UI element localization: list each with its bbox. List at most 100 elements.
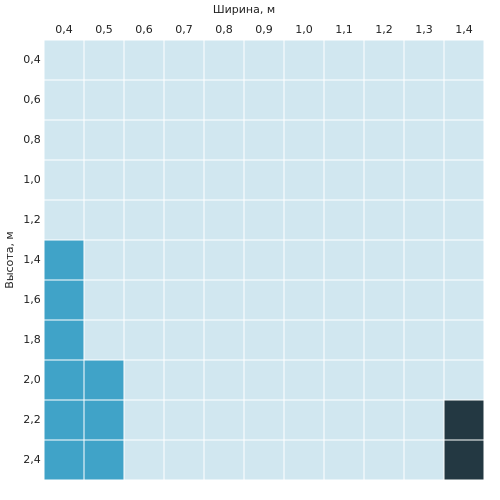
cell xyxy=(363,199,405,241)
cell xyxy=(43,399,85,441)
x-tick-label: 0,7 xyxy=(175,23,193,36)
cell xyxy=(83,119,125,161)
x-tick-label: 1,4 xyxy=(455,23,473,36)
y-tick-label: 2,2 xyxy=(23,413,41,426)
cell xyxy=(283,119,325,161)
cell xyxy=(363,279,405,321)
cell xyxy=(363,359,405,401)
cell xyxy=(43,439,85,481)
cell xyxy=(163,199,205,241)
cell xyxy=(83,359,125,401)
y-tick-label: 2,0 xyxy=(23,373,41,386)
cell xyxy=(163,159,205,201)
x-tick-label: 1,2 xyxy=(375,23,393,36)
cell xyxy=(123,79,165,121)
x-tick-label: 1,3 xyxy=(415,23,433,36)
cell xyxy=(243,239,285,281)
x-tick-label: 0,5 xyxy=(95,23,113,36)
y-tick-label: 1,4 xyxy=(23,253,41,266)
cell xyxy=(443,279,485,321)
cell xyxy=(443,159,485,201)
cell xyxy=(203,199,245,241)
cell xyxy=(243,199,285,241)
cell xyxy=(83,39,125,81)
cell xyxy=(363,119,405,161)
cell xyxy=(403,39,445,81)
cell xyxy=(443,39,485,81)
y-tick-label: 0,6 xyxy=(23,93,41,106)
cell xyxy=(123,359,165,401)
cell xyxy=(283,279,325,321)
cell xyxy=(443,439,485,481)
y-tick-label: 1,8 xyxy=(23,333,41,346)
y-tick-label: 1,0 xyxy=(23,173,41,186)
cell xyxy=(163,319,205,361)
cell xyxy=(403,439,445,481)
cell xyxy=(443,399,485,441)
cell xyxy=(83,79,125,121)
x-tick-label: 0,9 xyxy=(255,23,273,36)
y-tick-label: 1,2 xyxy=(23,213,41,226)
cell xyxy=(203,119,245,161)
cell xyxy=(243,79,285,121)
cell xyxy=(403,359,445,401)
y-tick-label: 1,6 xyxy=(23,293,41,306)
y-tick-label: 0,8 xyxy=(23,133,41,146)
cell xyxy=(43,79,85,121)
cell xyxy=(163,279,205,321)
cell xyxy=(203,239,245,281)
cell xyxy=(283,79,325,121)
x-tick-label: 0,6 xyxy=(135,23,153,36)
cell xyxy=(163,359,205,401)
cell xyxy=(203,279,245,321)
cell xyxy=(323,279,365,321)
cell xyxy=(123,319,165,361)
y-tick-label: 2,4 xyxy=(23,453,41,466)
cell xyxy=(323,39,365,81)
cell xyxy=(83,439,125,481)
cell xyxy=(283,319,325,361)
cell xyxy=(363,79,405,121)
cell xyxy=(83,279,125,321)
cell xyxy=(43,39,85,81)
x-axis-label: Ширина, м xyxy=(213,3,275,16)
cell xyxy=(323,159,365,201)
x-tick-label: 0,4 xyxy=(55,23,73,36)
cell xyxy=(43,319,85,361)
cell xyxy=(203,359,245,401)
cell xyxy=(203,399,245,441)
cell xyxy=(243,319,285,361)
x-tick-label: 1,1 xyxy=(335,23,353,36)
cell xyxy=(203,439,245,481)
cell xyxy=(43,239,85,281)
cell xyxy=(123,279,165,321)
cell xyxy=(123,439,165,481)
cell xyxy=(243,159,285,201)
cell xyxy=(323,319,365,361)
cell xyxy=(203,159,245,201)
cell xyxy=(443,319,485,361)
x-tick-label: 0,8 xyxy=(215,23,233,36)
cell xyxy=(403,399,445,441)
cell xyxy=(323,359,365,401)
cell xyxy=(203,39,245,81)
x-tick-label: 1,0 xyxy=(295,23,313,36)
cell xyxy=(83,239,125,281)
cell xyxy=(203,79,245,121)
cell xyxy=(123,39,165,81)
cell xyxy=(43,159,85,201)
cell xyxy=(163,79,205,121)
y-tick-label: 0,4 xyxy=(23,53,41,66)
cell xyxy=(163,239,205,281)
cell xyxy=(323,239,365,281)
cell xyxy=(283,159,325,201)
cell xyxy=(283,399,325,441)
cell xyxy=(403,279,445,321)
cell xyxy=(243,279,285,321)
cell xyxy=(403,199,445,241)
cell xyxy=(163,439,205,481)
cell xyxy=(123,199,165,241)
cell xyxy=(43,279,85,321)
cell xyxy=(403,319,445,361)
